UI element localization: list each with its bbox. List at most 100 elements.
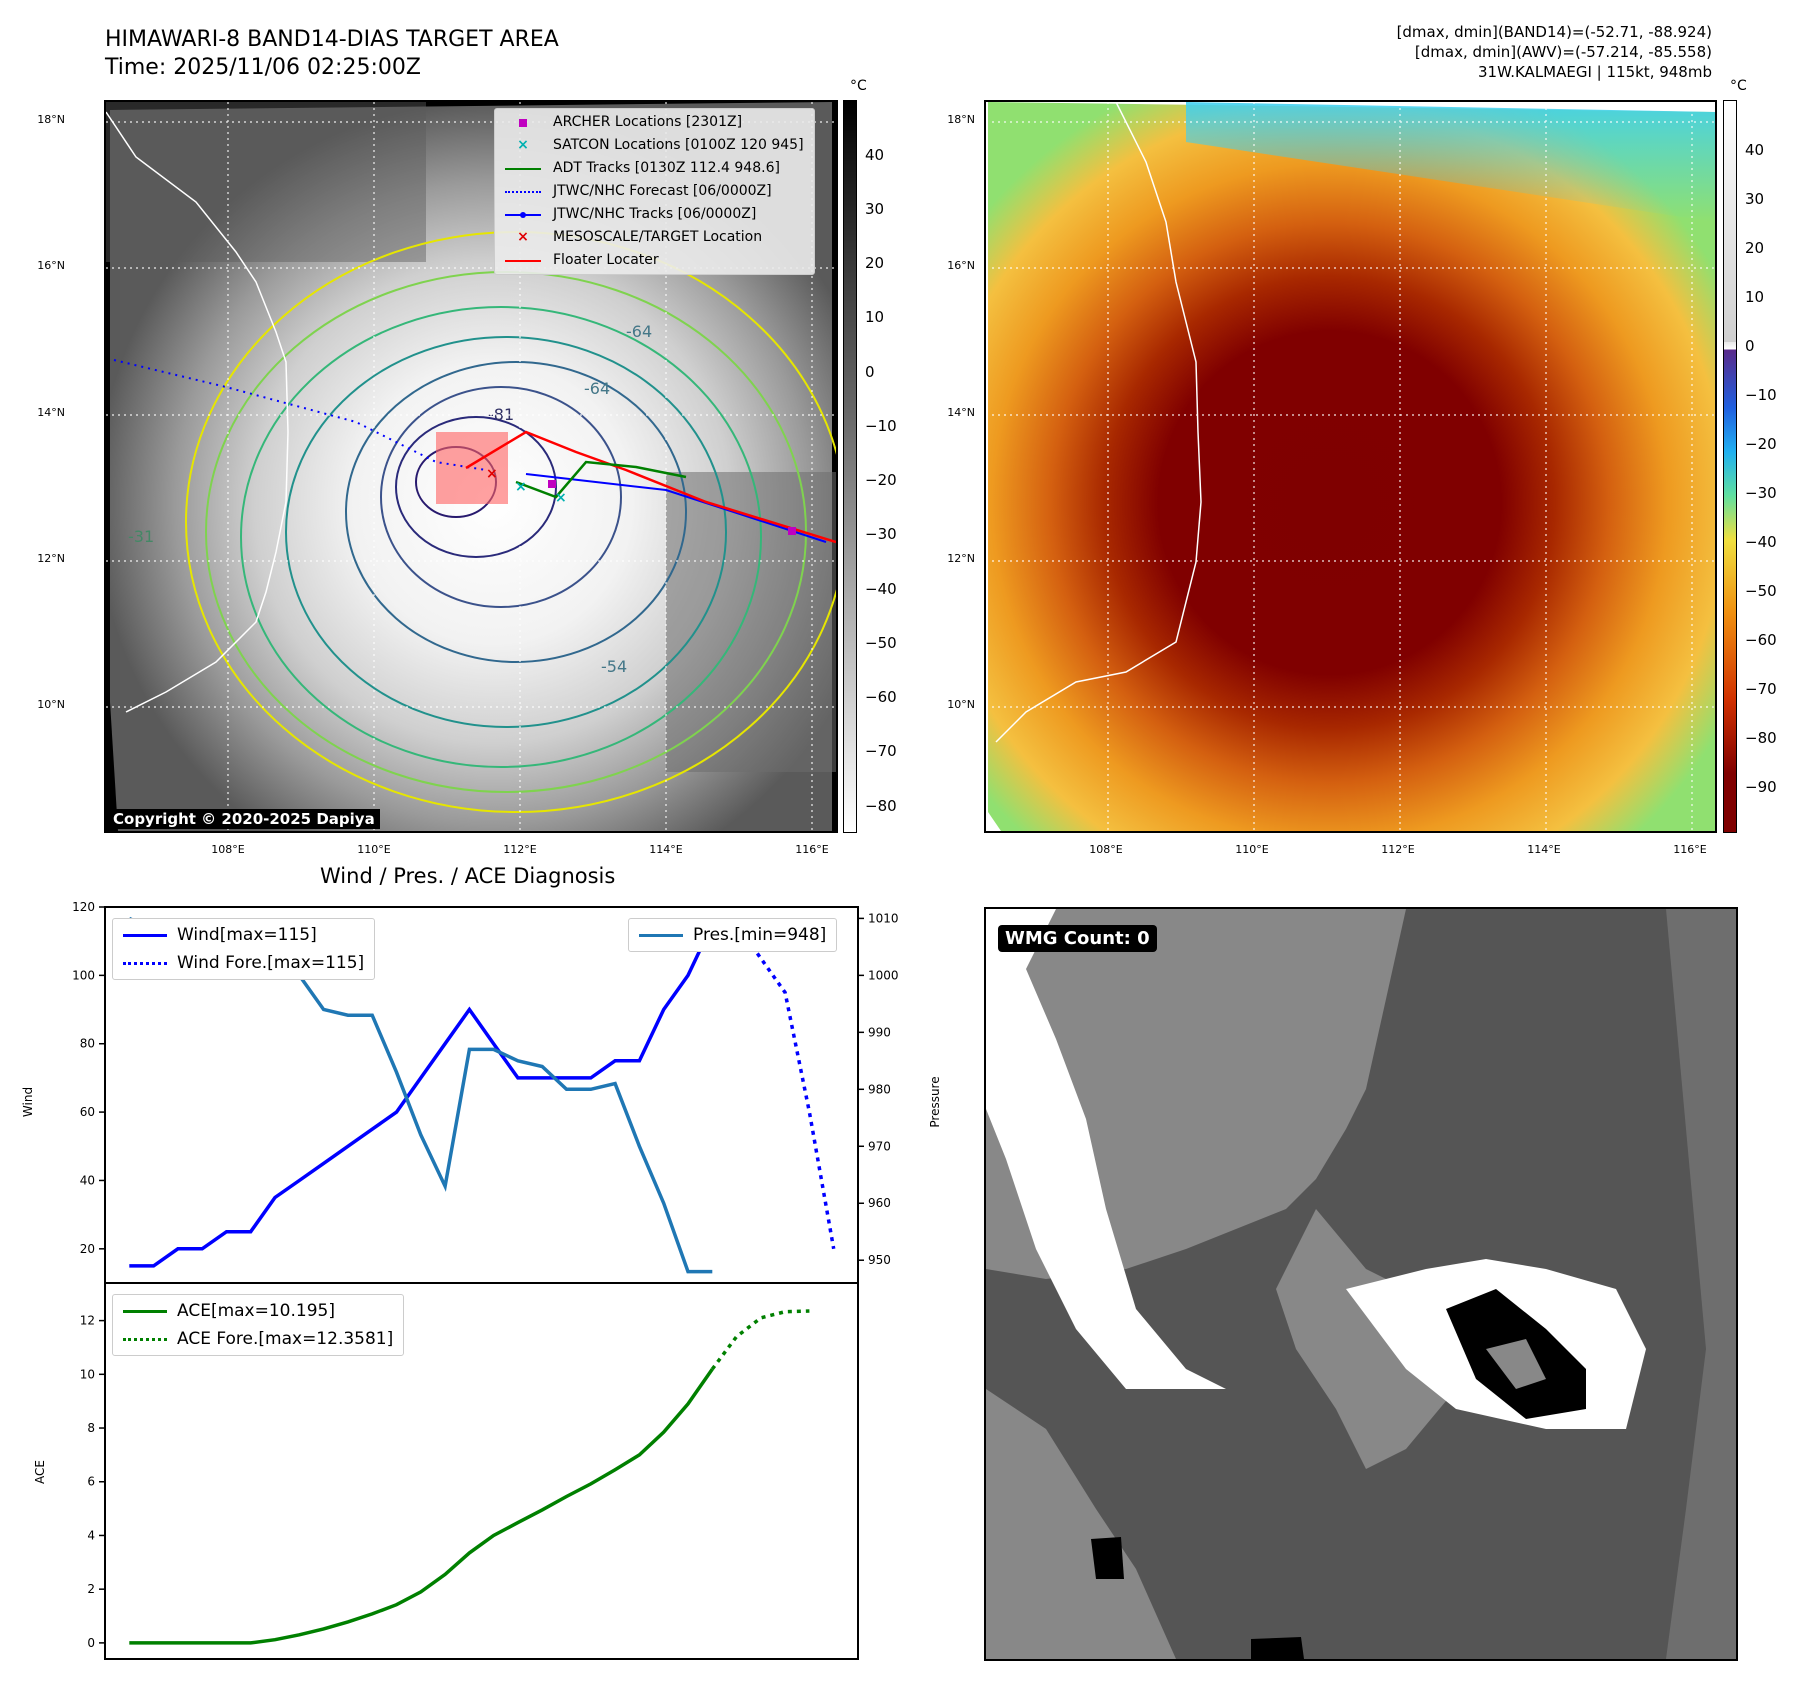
satcon-marker: ×: [555, 490, 567, 506]
contour-label-64b: -64: [584, 379, 610, 398]
cb-right-tick: −20: [1745, 435, 1777, 453]
colorbar-left-ticks: 40 30 20 10 0 −10 −20 −30 −40 −50 −60 −7…: [865, 100, 925, 833]
legend-wind: Wind[max=115]: [123, 921, 364, 949]
archer-marker: [788, 527, 796, 535]
cb-left-tick: −80: [865, 797, 897, 815]
target-x-marker: ×: [486, 466, 498, 482]
legend-archer: ARCHER Locations [2301Z]: [501, 111, 804, 134]
ace-tick-label: 10: [80, 1367, 95, 1381]
pressure-legend: Pres.[min=948]: [628, 918, 838, 952]
cb-right-tick: −50: [1745, 582, 1777, 600]
contour-label-64a: -64: [626, 322, 652, 341]
cb-left-tick: 0: [865, 363, 875, 381]
ace-tick-label: 2: [87, 1582, 95, 1596]
cb-right-tick: −80: [1745, 729, 1777, 747]
contour-label-31: -31: [128, 527, 154, 546]
lat-label-12: 12°N: [37, 552, 65, 565]
cb-right-tick: −40: [1745, 533, 1777, 551]
lat-label-14: 14°N: [37, 406, 65, 419]
ace-tick-label: 8: [87, 1421, 95, 1435]
map-legend: ARCHER Locations [2301Z] × SATCON Locatio…: [494, 108, 815, 275]
pressure-tick-label: 1000: [868, 968, 899, 982]
lat-label-16-right: 16°N: [947, 259, 975, 272]
cb-left-tick: −10: [865, 417, 897, 435]
pressure-tick-label: 950: [868, 1253, 891, 1267]
legend-jtwc-tracks: JTWC/NHC Tracks [06/0000Z]: [501, 203, 804, 226]
lat-label-18: 18°N: [37, 113, 65, 126]
colorbar-left-unit: °C: [850, 78, 867, 94]
legend-mesoscale: × MESOSCALE/TARGET Location: [517, 229, 763, 245]
wind-axis-label: Wind: [21, 1086, 35, 1118]
legend-satcon: × SATCON Locations [0100Z 120 945]: [517, 137, 804, 153]
map-gridlines: [986, 102, 1715, 831]
lat-label-12-right: 12°N: [947, 552, 975, 565]
lat-label-16: 16°N: [37, 259, 65, 272]
lat-label-14-right: 14°N: [947, 406, 975, 419]
ace-axis-label: ACE: [33, 1460, 47, 1484]
cb-left-tick: −50: [865, 634, 897, 652]
lon-label-114-right: 114°E: [1527, 843, 1561, 856]
pressure-tick-label: 960: [868, 1196, 891, 1210]
wind-tick-label: 20: [80, 1242, 95, 1256]
lon-label-114: 114°E: [649, 843, 683, 856]
cb-right-tick: −10: [1745, 386, 1777, 404]
diagnosis-title: Wind / Pres. / ACE Diagnosis: [320, 864, 616, 888]
wind-tick-label: 40: [80, 1173, 95, 1187]
colorbar-right-ticks: 40 30 20 10 0 −10 −20 −30 −40 −50 −60 −7…: [1745, 100, 1795, 833]
ace-tick-label: 12: [80, 1314, 95, 1328]
ace-tick-label: 6: [87, 1475, 95, 1489]
lon-label-108: 108°E: [211, 843, 245, 856]
cb-left-tick: −20: [865, 471, 897, 489]
cb-left-tick: 10: [865, 308, 885, 326]
wind-legend: Wind[max=115] Wind Fore.[max=115]: [112, 918, 376, 980]
cb-right-tick: 30: [1745, 190, 1765, 208]
mesoscale-target-box: [436, 432, 508, 504]
cb-right-tick: −60: [1745, 631, 1777, 649]
band14-map: -81 -64 -64 -54 -31 × × × ARCHER Locatio…: [104, 100, 838, 833]
info-line1: [dmax, dmin](BAND14)=(-52.71, -88.924): [1396, 23, 1712, 41]
awv-map: [984, 100, 1717, 833]
cb-right-tick: −90: [1745, 778, 1777, 796]
wind-tick-label: 100: [72, 968, 95, 982]
cb-left-tick: 40: [865, 146, 885, 164]
figure-title-line1: HIMAWARI-8 BAND14-DIAS TARGET AREA: [105, 27, 559, 52]
legend-floater: Floater Locater: [501, 249, 804, 272]
pressure-tick-label: 970: [868, 1139, 891, 1153]
wind-tick-label: 60: [80, 1105, 95, 1119]
cb-right-tick: −30: [1745, 484, 1777, 502]
cb-left-tick: 30: [865, 200, 885, 218]
legend-jtwc-forecast: JTWC/NHC Forecast [06/0000Z]: [501, 180, 804, 203]
contour-label-54: -54: [601, 657, 627, 676]
pressure-axis-label: Pressure: [928, 1076, 942, 1128]
cb-right-tick: 0: [1745, 337, 1755, 355]
lat-label-10-right: 10°N: [947, 698, 975, 711]
wind-tick-label: 120: [72, 900, 95, 914]
cb-right-tick: 20: [1745, 239, 1765, 257]
satcon-marker: ×: [515, 479, 527, 495]
legend-ace: ACE[max=10.195]: [123, 1297, 393, 1325]
cb-left-tick: 20: [865, 254, 885, 272]
ace-series-observed: [129, 1368, 714, 1645]
copyright: Copyright © 2020-2025 Dapiya: [108, 809, 380, 829]
adt-track: [515, 460, 687, 499]
wind-series-observed: [129, 922, 737, 1268]
lon-label-108-right: 108°E: [1089, 843, 1123, 856]
lon-label-112-right: 112°E: [1381, 843, 1415, 856]
lon-label-110: 110°E: [357, 843, 391, 856]
legend-ace-fore: ACE Fore.[max=12.3581]: [123, 1325, 393, 1353]
legend-wind-fore: Wind Fore.[max=115]: [123, 949, 364, 977]
ace-legend: ACE[max=10.195] ACE Fore.[max=12.3581]: [112, 1294, 405, 1356]
ace-tick-label: 4: [87, 1528, 95, 1542]
cb-left-tick: −30: [865, 525, 897, 543]
cb-right-tick: 40: [1745, 141, 1765, 159]
wmg-count-badge: WMG Count: 0: [998, 925, 1157, 952]
colorbar-left: [843, 100, 857, 833]
coastline: [995, 102, 1202, 743]
lat-label-10: 10°N: [37, 698, 65, 711]
cb-left-tick: −70: [865, 742, 897, 760]
pressure-tick-label: 980: [868, 1082, 891, 1096]
wmg-image: [986, 909, 1736, 1659]
cb-left-tick: −40: [865, 580, 897, 598]
floater-track: [465, 430, 836, 544]
archer-marker: [548, 480, 556, 488]
